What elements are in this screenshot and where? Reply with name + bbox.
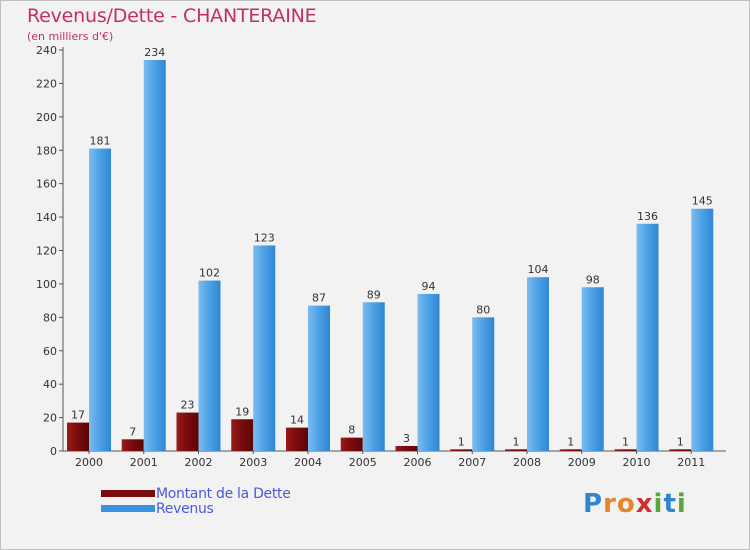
logo-letter: r xyxy=(603,489,617,519)
y-tick-label: 220 xyxy=(36,77,57,90)
bar-revenus-2003 xyxy=(253,245,276,451)
bar-debt-2003 xyxy=(231,419,254,451)
bar-revenus-2001 xyxy=(143,60,166,452)
bar-revenus-2002 xyxy=(198,280,221,451)
label-debt-2001: 7 xyxy=(129,425,136,438)
y-tick-label: 140 xyxy=(36,211,57,224)
y-tick-label: 180 xyxy=(36,144,57,157)
bar-debt-2004 xyxy=(286,427,308,451)
bar-revenus-2009 xyxy=(581,287,604,451)
bar-debt-2005 xyxy=(340,437,363,451)
y-tick-label: 0 xyxy=(50,445,57,458)
bar-debt-2011 xyxy=(669,449,692,451)
logo-letter: i xyxy=(676,489,687,519)
y-tick-label: 120 xyxy=(36,245,57,258)
label-revenus-2011: 145 xyxy=(692,195,713,208)
chart-subtitle: (en milliers d'€) xyxy=(27,30,114,43)
x-tick-label-2007: 2007 xyxy=(458,456,486,469)
bar-debt-2010 xyxy=(614,449,637,451)
label-debt-2009: 1 xyxy=(567,435,574,448)
bar-revenus-2004 xyxy=(308,305,330,451)
bar-debt-2000 xyxy=(67,422,89,451)
label-debt-2008: 1 xyxy=(513,435,520,448)
label-revenus-2007: 80 xyxy=(476,303,490,316)
label-debt-2000: 17 xyxy=(71,409,85,422)
bar-revenus-2006 xyxy=(417,293,440,451)
legend-label-revenus: Revenus xyxy=(156,501,214,517)
data-labels: 17 181 7 234 23 102 19 123 14 87 8 89 3 94 1 80 1 104 1 98 1… xyxy=(71,46,713,448)
label-revenus-2004: 87 xyxy=(312,292,326,305)
x-tick-label-2011: 2011 xyxy=(677,456,705,469)
label-revenus-2009: 98 xyxy=(586,273,600,286)
label-revenus-2008: 104 xyxy=(528,263,549,276)
x-tick-label-2009: 2009 xyxy=(568,456,596,469)
legend-swatch-debt xyxy=(101,490,155,497)
bar-revenus-2010 xyxy=(636,223,659,451)
bar-debt-2002 xyxy=(176,412,199,451)
label-debt-2004: 14 xyxy=(290,414,304,427)
bar-revenus-2011 xyxy=(691,208,714,451)
label-debt-2005: 8 xyxy=(348,424,355,437)
bars xyxy=(67,60,714,452)
y-tick-label: 60 xyxy=(43,345,57,358)
label-revenus-2010: 136 xyxy=(637,210,658,223)
logo-letter: i xyxy=(653,489,664,519)
y-tick-label: 200 xyxy=(36,111,57,124)
bar-revenus-2000 xyxy=(89,148,111,451)
y-tick-label: 100 xyxy=(36,278,57,291)
label-revenus-2005: 89 xyxy=(367,288,381,301)
x-tick-label-2001: 2001 xyxy=(130,456,158,469)
proxiti-logo: Proxiti xyxy=(583,489,687,519)
label-revenus-2006: 94 xyxy=(422,280,436,293)
label-debt-2003: 19 xyxy=(235,405,249,418)
label-revenus-2003: 123 xyxy=(254,231,275,244)
x-tick-label-2008: 2008 xyxy=(513,456,541,469)
bar-revenus-2008 xyxy=(527,277,549,451)
label-revenus-2000: 181 xyxy=(90,135,111,148)
label-debt-2006: 3 xyxy=(403,432,410,445)
x-tick-label-2000: 2000 xyxy=(75,456,103,469)
chart-title: Revenus/Dette - CHANTERAINE xyxy=(27,5,317,27)
x-tick-label-2006: 2006 xyxy=(404,456,432,469)
logo-letter: P xyxy=(583,489,604,519)
bar-revenus-2007 xyxy=(472,317,495,451)
bar-revenus-2005 xyxy=(362,302,385,451)
x-tick-label-2004: 2004 xyxy=(294,456,322,469)
bar-debt-2001 xyxy=(121,439,144,451)
bar-debt-2006 xyxy=(395,445,418,451)
legend-swatch-revenus xyxy=(101,505,155,512)
label-debt-2002: 23 xyxy=(181,399,195,412)
y-tick-label: 80 xyxy=(43,311,57,324)
y-tick-label: 40 xyxy=(43,378,57,391)
bar-debt-2008 xyxy=(505,449,527,451)
logo-letter: x xyxy=(635,489,654,519)
bar-debt-2007 xyxy=(450,449,473,451)
x-tick-label-2003: 2003 xyxy=(239,456,267,469)
x-tick-label-2005: 2005 xyxy=(349,456,377,469)
label-revenus-2002: 102 xyxy=(199,267,220,280)
label-debt-2010: 1 xyxy=(622,435,629,448)
x-tick-label-2010: 2010 xyxy=(623,456,651,469)
y-tick-label: 160 xyxy=(36,178,57,191)
logo-letter: t xyxy=(663,489,677,519)
logo-letter: o xyxy=(616,489,636,519)
label-debt-2011: 1 xyxy=(677,435,684,448)
y-tick-label: 20 xyxy=(43,412,57,425)
bar-debt-2009 xyxy=(559,449,582,451)
y-tick-label: 240 xyxy=(36,44,57,57)
label-revenus-2001: 234 xyxy=(144,46,165,59)
x-tick-label-2002: 2002 xyxy=(185,456,213,469)
legend-label-debt: Montant de la Dette xyxy=(156,486,291,502)
label-debt-2007: 1 xyxy=(458,435,465,448)
